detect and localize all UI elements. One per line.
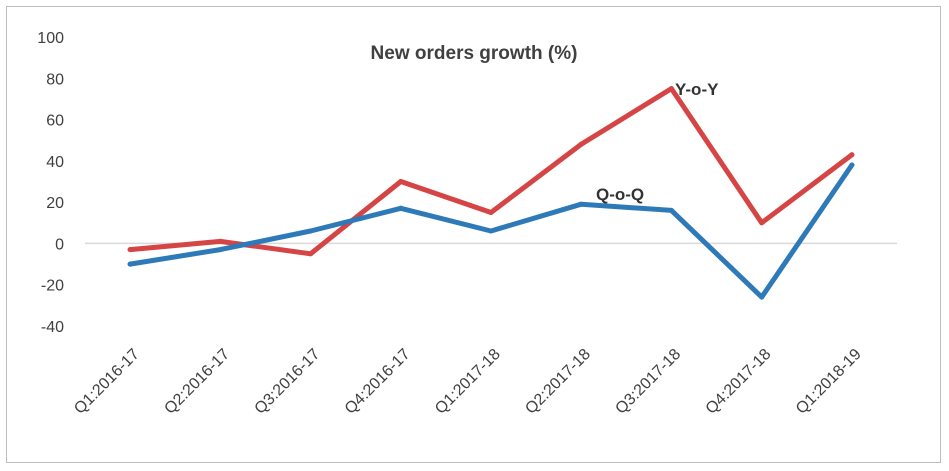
data-point (308, 228, 314, 234)
x-tick-label: Q1:2016-17 (71, 346, 143, 418)
data-point (668, 86, 674, 92)
data-point (488, 228, 494, 234)
data-point (668, 207, 674, 213)
x-tick-label: Q4:2017-18 (703, 346, 775, 418)
x-tick-label: Q1:2018-19 (793, 346, 865, 418)
x-tick-label: Q4:2016-17 (342, 346, 414, 418)
data-point (127, 261, 133, 267)
y-tick-label: 20 (46, 195, 64, 212)
chart-frame (6, 6, 941, 463)
y-tick-label: -20 (41, 278, 64, 295)
data-point (127, 247, 133, 253)
series-label-yoy: Y-o-Y (675, 80, 719, 99)
x-tick-label: Q1:2017-18 (432, 346, 504, 418)
y-axis: 100 80 60 40 20 0 -20 -40 (37, 30, 64, 336)
x-tick-label: Q2:2017-18 (522, 346, 594, 418)
data-point (849, 162, 855, 168)
data-point (398, 179, 404, 184)
y-tick-label: 100 (37, 30, 64, 47)
x-tick-label: Q3:2017-18 (612, 346, 684, 418)
data-point (578, 201, 584, 207)
y-tick-label: 80 (46, 71, 64, 88)
chart-title: New orders growth (%) (371, 43, 578, 64)
data-point (759, 220, 765, 226)
data-point (217, 247, 223, 253)
data-point (488, 210, 494, 215)
x-axis: Q1:2016-17 Q2:2016-17 Q3:2016-17 Q4:2016-17… (71, 346, 865, 418)
x-tick-label: Q3:2016-17 (252, 346, 324, 418)
series-label-qoq: Q-o-Q (596, 185, 644, 204)
y-tick-label: -40 (41, 319, 64, 336)
data-point (578, 141, 584, 147)
data-point (849, 152, 855, 158)
y-tick-label: 60 (46, 113, 64, 130)
data-point (759, 294, 765, 300)
y-tick-label: 0 (55, 236, 64, 253)
y-tick-label: 40 (46, 154, 64, 171)
data-point (308, 251, 314, 257)
series-lines (127, 86, 855, 300)
data-point (217, 238, 223, 244)
x-tick-label: Q2:2016-17 (161, 346, 233, 418)
data-point (398, 205, 404, 211)
